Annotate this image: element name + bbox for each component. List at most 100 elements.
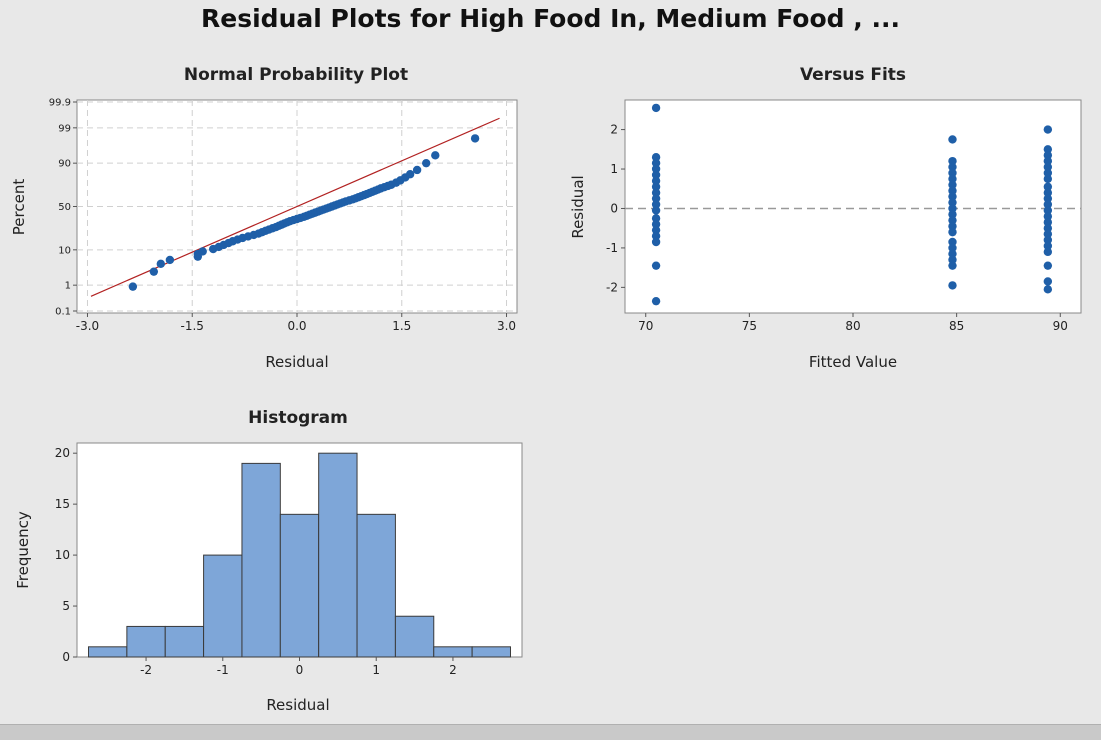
- vf-point: [651, 206, 661, 215]
- vf-point: [651, 237, 661, 247]
- npp-point: [405, 170, 415, 179]
- vf-x-tick-label: 90: [1053, 319, 1068, 333]
- vf-point: [1043, 223, 1053, 233]
- vf-point: [948, 261, 957, 270]
- normal-probability-x-ticks: -3.0 -1.5 0.0 1.5 3.0: [76, 313, 516, 333]
- npp-x-tick-label: -1.5: [181, 319, 204, 333]
- npp-y-tick-label: 99: [58, 123, 71, 134]
- vf-point: [1043, 145, 1053, 154]
- npp-point: [149, 267, 159, 276]
- npp-point: [198, 247, 207, 256]
- vf-point: [651, 188, 661, 197]
- npp-x-tick-label: 3.0: [497, 319, 516, 333]
- npp-point: [412, 165, 422, 175]
- normal-probability-y-ticks: 0.1 1 10 50 90 99 99.9: [49, 98, 77, 318]
- histogram-bar: [164, 625, 205, 658]
- histogram-y-label: Frequency: [14, 511, 32, 589]
- vf-point: [651, 164, 661, 174]
- vf-point: [948, 135, 957, 144]
- vf-point: [948, 216, 957, 225]
- npp-y-tick-label: 0.1: [55, 307, 71, 318]
- histogram-bar: [241, 462, 281, 658]
- vf-y-tick-label: -1: [606, 241, 618, 255]
- vf-point: [1043, 168, 1053, 178]
- versus-fits-y-ticks: -2 -1 0 1 2: [606, 123, 625, 294]
- versus-fits-panel: Versus Fits 70 75 80 85 90 -2 -1 0 1 2 Fitted Va…: [569, 65, 1082, 371]
- vf-point: [1043, 212, 1053, 221]
- hist-y-tick-label: 15: [55, 497, 70, 511]
- histogram-bar: [471, 646, 511, 658]
- vf-point: [1043, 235, 1053, 245]
- vf-point: [948, 186, 957, 195]
- vf-point: [1043, 125, 1053, 134]
- vf-point: [651, 200, 661, 209]
- vf-point: [948, 204, 957, 213]
- vf-point: [651, 152, 661, 162]
- vf-point: [1043, 285, 1053, 294]
- vf-point: [651, 158, 661, 168]
- vf-point: [1043, 229, 1053, 239]
- npp-x-tick-label: 1.5: [392, 319, 411, 333]
- npp-x-tick-label: -3.0: [76, 319, 99, 333]
- normal-probability-points: [128, 134, 480, 291]
- vf-point: [948, 249, 957, 259]
- hist-x-tick-label: -1: [217, 663, 229, 677]
- vf-point: [651, 225, 661, 235]
- vf-point: [1043, 194, 1053, 203]
- histogram-y-ticks: 0 5 10 15 20: [55, 446, 77, 664]
- histogram-bar: [356, 513, 396, 658]
- status-bar: [0, 724, 1101, 740]
- vf-point: [1043, 241, 1053, 251]
- vf-x-tick-label: 75: [742, 319, 757, 333]
- npp-y-tick-label: 10: [58, 245, 71, 256]
- npp-point: [431, 151, 440, 160]
- versus-fits-x-label: Fitted Value: [809, 353, 897, 371]
- vf-point: [948, 156, 957, 166]
- vf-point: [1043, 247, 1053, 257]
- histogram-bar: [126, 625, 166, 658]
- histogram-bar: [394, 615, 435, 658]
- npp-point: [165, 255, 175, 265]
- normal-probability-panel: Normal Probability Plot -3.0 -1.5 0.0 1.5 3.…: [10, 65, 518, 371]
- hist-y-tick-label: 0: [62, 650, 70, 664]
- npp-y-tick-label: 50: [58, 202, 71, 213]
- npp-y-tick-label: 90: [58, 159, 71, 170]
- hist-x-tick-label: 2: [449, 663, 457, 677]
- versus-fits-y-label: Residual: [569, 175, 587, 238]
- histogram-bar: [433, 646, 473, 658]
- histogram-bar: [318, 452, 358, 658]
- figure-title: Residual Plots for High Food In, Medium …: [201, 4, 900, 33]
- histogram-bar: [203, 554, 243, 658]
- vf-point: [948, 174, 957, 184]
- npp-point: [156, 259, 166, 269]
- vf-point: [1043, 151, 1053, 160]
- vf-point: [1043, 174, 1053, 184]
- vf-point: [948, 243, 957, 253]
- vf-point: [1043, 218, 1053, 227]
- vf-point: [651, 194, 661, 203]
- vf-point: [651, 176, 661, 186]
- npp-point: [422, 158, 431, 168]
- vf-point: [948, 237, 957, 247]
- vf-point: [948, 162, 957, 172]
- vf-point: [1043, 188, 1053, 197]
- vf-y-tick-label: 1: [610, 162, 618, 176]
- vf-point: [948, 168, 957, 178]
- vf-point: [1043, 206, 1053, 215]
- histogram-bar: [88, 646, 128, 658]
- versus-fits-title: Versus Fits: [800, 65, 906, 85]
- vf-point: [948, 227, 957, 237]
- vf-y-tick-label: 2: [610, 123, 618, 137]
- vf-point: [1043, 156, 1053, 166]
- vf-point: [948, 255, 957, 264]
- vf-point: [1043, 261, 1053, 270]
- histogram-title: Histogram: [248, 408, 348, 428]
- vf-point: [651, 214, 661, 223]
- normal-probability-y-label: Percent: [10, 179, 28, 236]
- vf-x-tick-label: 70: [638, 319, 653, 333]
- vf-y-tick-label: 0: [610, 201, 618, 215]
- normal-probability-x-label: Residual: [265, 353, 328, 371]
- hist-x-tick-label: -2: [140, 663, 152, 677]
- histogram-x-ticks: -2 -1 0 1 2: [140, 657, 457, 677]
- vf-point: [948, 281, 957, 290]
